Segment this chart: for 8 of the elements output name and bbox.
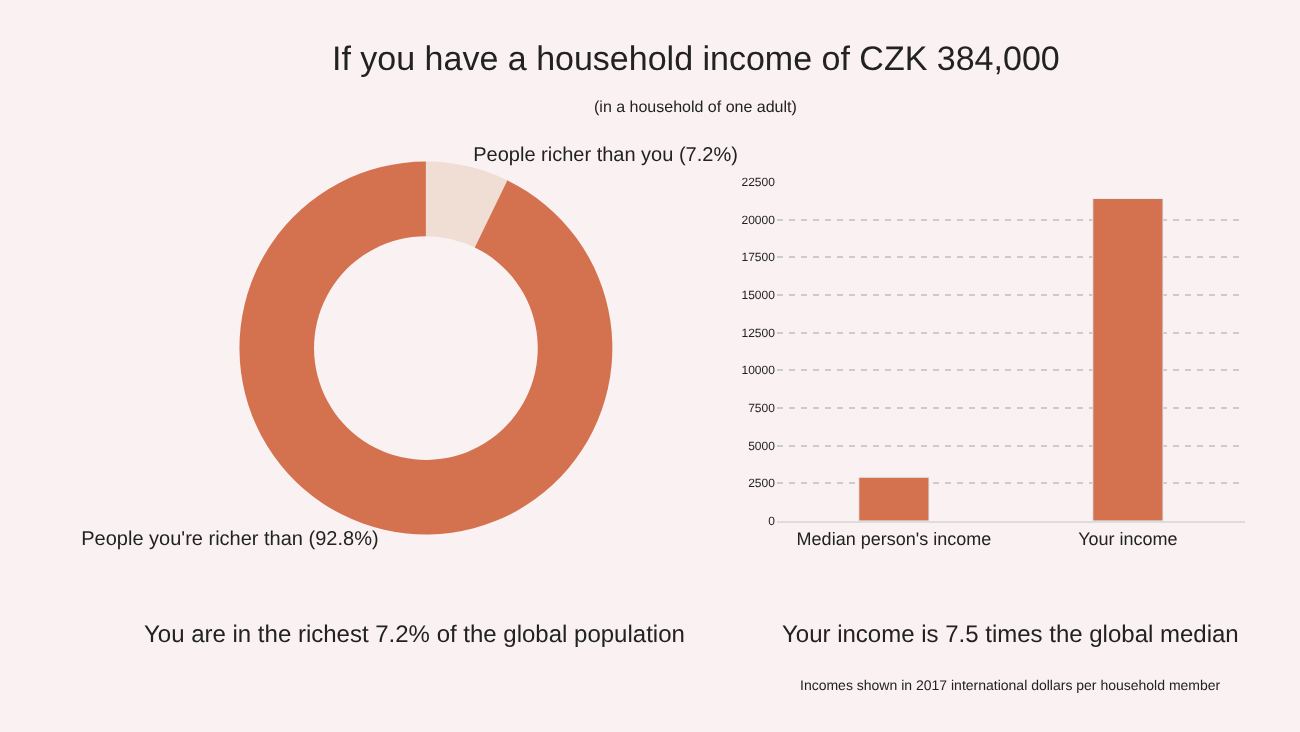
chart-subtitle: (in a household of one adult) — [594, 98, 798, 116]
x-tick-label: Median person's income — [796, 528, 992, 549]
text: You are in the richest 7.2% of the global population — [144, 620, 685, 648]
slice-label: People you're richer than (92.8%) — [81, 529, 379, 552]
slice-label: People richer than you (7.2%) — [473, 144, 738, 167]
chart-title: If you have a household income of CZK 384,000 — [332, 40, 1060, 78]
x-tick-label: Your income — [1078, 528, 1178, 549]
text: Your income is 7.5 times the global median — [782, 620, 1239, 648]
